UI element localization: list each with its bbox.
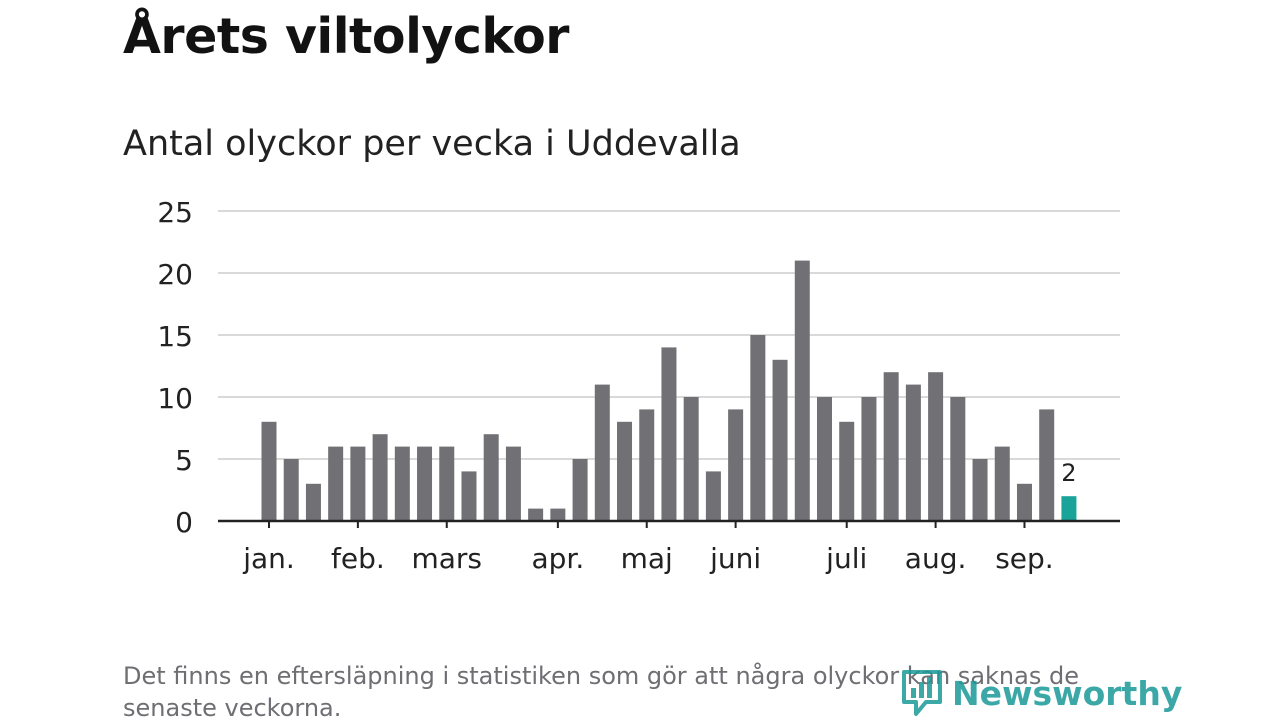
bar (1016, 483, 1032, 521)
bar (861, 397, 877, 521)
bar (550, 508, 566, 521)
bar (994, 446, 1010, 521)
bar (683, 397, 699, 521)
bar (483, 434, 499, 521)
bar (328, 446, 344, 521)
bar (461, 471, 477, 521)
x-tick-label: maj (621, 542, 673, 575)
data-label: 2 (1061, 459, 1076, 487)
x-tick-label: sep. (995, 542, 1054, 575)
x-tick-label: apr. (531, 542, 584, 575)
y-tick-label: 20 (157, 258, 193, 291)
x-tick-label: mars (411, 542, 482, 575)
bar-highlight (1061, 496, 1077, 521)
bar (617, 421, 633, 521)
bar (439, 446, 455, 521)
bar (839, 421, 855, 521)
bar (905, 384, 921, 521)
x-tick-label: aug. (905, 542, 967, 575)
brand-name: Newsworthy (952, 673, 1183, 713)
bar (972, 459, 988, 521)
bar (750, 335, 766, 521)
bar (950, 397, 966, 521)
bar (705, 471, 721, 521)
bar (817, 397, 832, 521)
y-tick-label: 10 (157, 382, 193, 415)
bar (283, 459, 299, 521)
bar (372, 434, 388, 521)
y-tick-label: 5 (175, 444, 193, 477)
bar (261, 421, 277, 521)
bar (728, 409, 744, 521)
x-tick-label: juli (825, 542, 867, 575)
bar (594, 384, 610, 521)
bar (883, 372, 899, 521)
bar (350, 446, 366, 521)
bar (794, 260, 810, 521)
bar (1039, 409, 1055, 521)
chart-title: Årets viltolyckor (123, 8, 569, 65)
bar (772, 359, 788, 521)
newsworthy-logo-icon (902, 670, 942, 716)
chart-subtitle: Antal olyckor per vecka i Uddevalla (123, 124, 741, 164)
bar (305, 483, 321, 521)
bar (505, 446, 521, 521)
bar-chart: 0 5 10 15 20 25 2 jan. feb. mars apr. maj juni juli au… (157, 196, 1120, 575)
y-tick-label: 25 (157, 196, 193, 229)
y-tick-label: 0 (175, 506, 193, 539)
bar (572, 459, 588, 521)
bar (528, 508, 544, 521)
bar (394, 446, 410, 521)
y-tick-label: 15 (157, 320, 193, 353)
bar (661, 347, 677, 521)
x-tick-label: juni (709, 542, 761, 575)
x-tick-label: feb. (331, 542, 385, 575)
bar (928, 372, 944, 521)
bar (639, 409, 655, 521)
newsworthy-logo: Newsworthy (900, 668, 1182, 718)
bar (417, 446, 433, 521)
x-tick-label: jan. (242, 542, 295, 575)
